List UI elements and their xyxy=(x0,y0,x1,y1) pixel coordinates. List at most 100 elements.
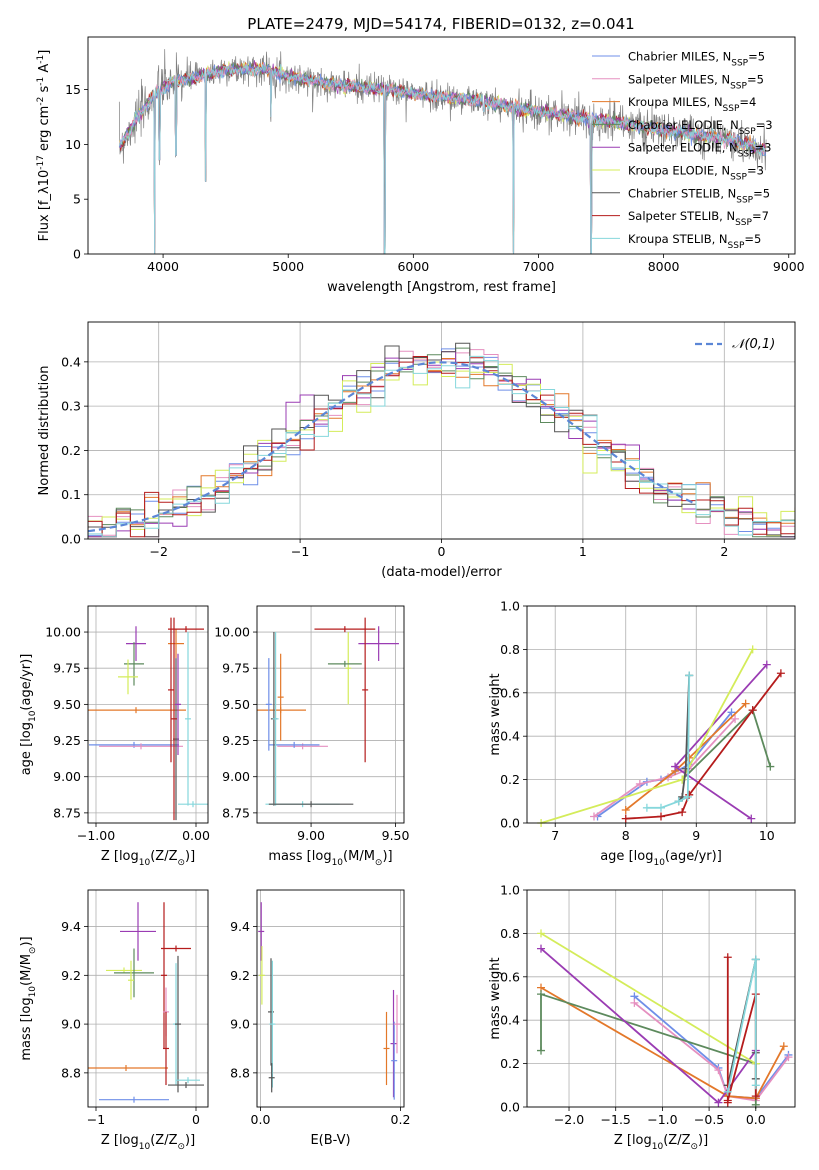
label-part: A xyxy=(37,64,52,77)
y-tick-label: 0.4 xyxy=(61,354,81,369)
histograms xyxy=(88,342,795,538)
axes-frame xyxy=(526,605,796,824)
x-tick-label: 4000 xyxy=(147,259,179,274)
axes-frame xyxy=(87,889,209,1108)
legend-label: Kroupa STELIB, NSSP=5 xyxy=(628,232,761,251)
plot-mass-vs-ebv: 0.0 0.2 8.8 9.0 9.2 9.4 E(B-V) xyxy=(230,889,410,1148)
x-tick-label: 9000 xyxy=(773,259,805,274)
y-tick-label: 9.4 xyxy=(61,919,81,934)
x-axis-label: Z [log10(Z/Z⊙)] xyxy=(614,1133,708,1152)
label-part: Z [ xyxy=(614,1133,632,1148)
series-marker xyxy=(657,803,665,812)
series-marker xyxy=(751,955,760,964)
y-tick-label: 9.4 xyxy=(230,919,250,934)
legend-label: Salpeter MILES, NSSP=5 xyxy=(628,72,764,91)
y-tick-label: 8.8 xyxy=(230,1065,250,1080)
label-part: )] xyxy=(185,849,195,864)
x-tick-label: 8000 xyxy=(648,259,680,274)
series-marker xyxy=(537,1046,546,1055)
y-axis-label: mass weight xyxy=(488,957,503,1039)
data-point xyxy=(265,658,272,751)
label-sub: 10 xyxy=(652,1142,664,1152)
y-tick-label: 9.50 xyxy=(222,697,250,712)
series-marker xyxy=(747,814,756,823)
x-axis-label: Z [log10(Z/Z⊙)] xyxy=(101,849,195,868)
label-part: log xyxy=(19,722,34,742)
y-tick-label: 0.6 xyxy=(500,969,520,984)
series-line xyxy=(726,959,757,1092)
x-tick-label: 0.00 xyxy=(182,828,210,843)
data-point xyxy=(345,632,352,705)
label-part: mass weight xyxy=(488,673,503,755)
plot-spectrum: 4000 5000 6000 7000 8000 9000 0 5 10 15 wavelength… xyxy=(36,36,805,295)
y-tick-label: 10.00 xyxy=(45,625,81,640)
x-tick-label: 0.0 xyxy=(746,1112,766,1127)
data-point xyxy=(314,626,376,633)
series-marker xyxy=(621,805,630,814)
series-marker xyxy=(762,660,771,669)
label-sub: ⊙ xyxy=(177,1142,185,1152)
x-tick-label: 0.0 xyxy=(251,1112,271,1127)
spectrum-model-line xyxy=(118,64,767,254)
label-part: =3 xyxy=(756,118,773,132)
label-part: =5 xyxy=(748,50,765,64)
label-part: (age/yr)] xyxy=(665,849,722,864)
label-part: ] xyxy=(37,50,52,55)
label-sup: -2 xyxy=(36,97,46,106)
label-part: (M/M xyxy=(343,849,375,864)
legend-label: Chabrier STELIB, NSSP=5 xyxy=(628,186,770,205)
y-tick-label: 9.2 xyxy=(230,968,250,983)
data-point xyxy=(394,994,400,1054)
series-marker xyxy=(766,762,775,771)
label-part: log xyxy=(19,997,34,1017)
label-part: Z [ xyxy=(101,849,119,864)
figure-title: PLATE=2479, MJD=54174, FIBERID=0132, z=0… xyxy=(247,15,634,33)
y-tick-label: 1.0 xyxy=(500,599,520,614)
spectrum-model-line xyxy=(118,61,767,254)
x-axis-label: age [log10(age/yr)] xyxy=(600,849,722,868)
series-marker xyxy=(621,814,630,823)
series-line xyxy=(540,947,757,1105)
label-sub: ⊙ xyxy=(28,947,38,955)
data-point xyxy=(128,960,134,1000)
label-part: )] xyxy=(382,849,392,864)
series-marker xyxy=(723,1096,732,1105)
label-part: Chabrier ELODIE, N xyxy=(628,118,739,132)
data-point xyxy=(120,902,156,961)
y-tick-label: 1.0 xyxy=(500,883,520,898)
series-line xyxy=(540,932,757,1065)
y-tick-label: 5 xyxy=(73,192,81,207)
y-tick-label: 9.25 xyxy=(222,733,250,748)
label-part: =5 xyxy=(744,232,761,246)
data-point xyxy=(277,743,328,750)
data-point xyxy=(171,617,177,821)
series-marker xyxy=(674,797,683,806)
y-tick-label: 9.75 xyxy=(222,661,250,676)
series-marker xyxy=(537,929,546,938)
series-marker xyxy=(741,699,750,708)
label-part: log xyxy=(119,849,139,864)
series-marker xyxy=(779,1042,788,1051)
y-tick-label: 9.00 xyxy=(222,769,250,784)
data-point xyxy=(161,945,191,952)
data-point xyxy=(99,743,183,750)
x-tick-label: −1.00 xyxy=(77,828,115,843)
y-tick-label: 0.8 xyxy=(500,642,520,657)
y-tick-label: 8.75 xyxy=(53,805,81,820)
label-sub: SSP xyxy=(738,150,755,160)
histogram-step xyxy=(88,357,795,538)
label-part: (Z/Z xyxy=(663,1133,690,1148)
x-tick-label: −0.5 xyxy=(694,1112,724,1127)
x-tick-label: 2 xyxy=(720,544,728,559)
label-part: Chabrier MILES, N xyxy=(628,50,731,64)
label-part: age [ xyxy=(600,849,633,864)
data-point xyxy=(272,632,279,806)
data-point xyxy=(88,1064,168,1071)
plot-residuals: −2 −1 0 1 2 0.0 0.1 0.2 0.3 0.4 (data-model)/error… xyxy=(37,321,796,580)
label-part: mass weight xyxy=(488,957,503,1039)
y-tick-label: 0.2 xyxy=(61,443,81,458)
label-sub: 10 xyxy=(139,1142,151,1152)
series-marker xyxy=(657,812,665,821)
label-sub: SSP xyxy=(735,218,752,228)
